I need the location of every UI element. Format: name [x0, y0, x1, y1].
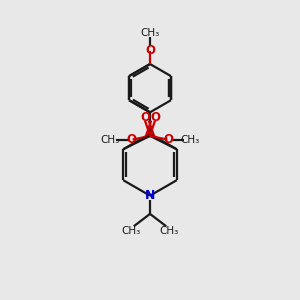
- Text: CH₃: CH₃: [121, 226, 140, 236]
- Text: N: N: [145, 189, 155, 202]
- Text: O: O: [126, 133, 136, 146]
- Text: CH₃: CH₃: [100, 134, 119, 145]
- Text: O: O: [145, 44, 155, 57]
- Text: O: O: [140, 111, 150, 124]
- Text: CH₃: CH₃: [181, 134, 200, 145]
- Text: CH₃: CH₃: [160, 226, 179, 236]
- Text: CH₃: CH₃: [140, 28, 160, 38]
- Text: O: O: [150, 111, 160, 124]
- Text: O: O: [164, 133, 174, 146]
